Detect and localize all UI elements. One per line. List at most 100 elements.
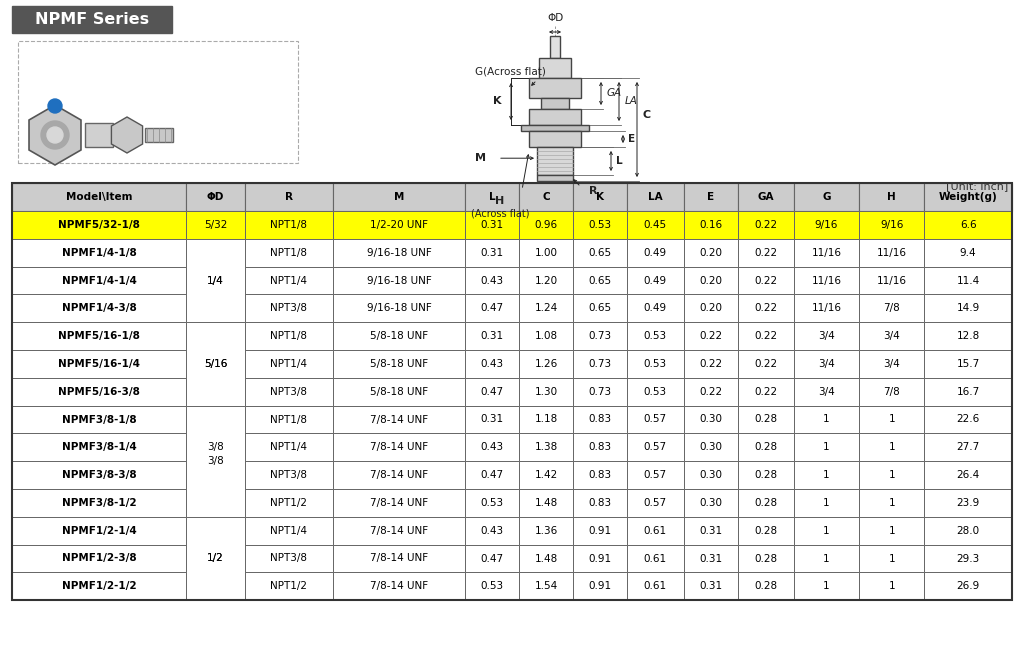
Text: 0.28: 0.28 xyxy=(754,526,777,535)
FancyBboxPatch shape xyxy=(794,545,859,573)
Text: (Across flat): (Across flat) xyxy=(471,208,529,218)
FancyBboxPatch shape xyxy=(529,78,581,98)
FancyBboxPatch shape xyxy=(925,350,1012,378)
Text: 0.20: 0.20 xyxy=(699,247,722,258)
Text: 23.9: 23.9 xyxy=(956,498,980,508)
FancyBboxPatch shape xyxy=(186,350,245,378)
Text: 0.22: 0.22 xyxy=(699,387,722,397)
Text: 1: 1 xyxy=(889,526,895,535)
FancyBboxPatch shape xyxy=(519,322,573,350)
FancyBboxPatch shape xyxy=(737,378,794,406)
Text: 12.8: 12.8 xyxy=(956,331,980,341)
FancyBboxPatch shape xyxy=(245,517,333,545)
FancyBboxPatch shape xyxy=(684,322,737,350)
Text: 3/4: 3/4 xyxy=(884,359,900,369)
Text: 1/2: 1/2 xyxy=(207,554,224,564)
Text: 0.22: 0.22 xyxy=(699,331,722,341)
FancyBboxPatch shape xyxy=(737,211,794,239)
FancyBboxPatch shape xyxy=(684,378,737,406)
FancyBboxPatch shape xyxy=(737,406,794,434)
Text: 11.4: 11.4 xyxy=(956,276,980,285)
Text: 0.53: 0.53 xyxy=(644,331,667,341)
Text: NPT3/8: NPT3/8 xyxy=(270,470,307,480)
Text: 9/16-18 UNF: 9/16-18 UNF xyxy=(367,276,431,285)
Text: NPT1/8: NPT1/8 xyxy=(270,220,307,230)
FancyBboxPatch shape xyxy=(859,211,925,239)
FancyBboxPatch shape xyxy=(684,434,737,461)
Text: 7/8-14 UNF: 7/8-14 UNF xyxy=(370,581,428,592)
Text: 0.49: 0.49 xyxy=(644,247,667,258)
FancyBboxPatch shape xyxy=(925,517,1012,545)
FancyBboxPatch shape xyxy=(684,489,737,517)
Text: NPMF3/8-1/2: NPMF3/8-1/2 xyxy=(61,498,136,508)
Text: 0.28: 0.28 xyxy=(754,581,777,592)
Text: 3/4: 3/4 xyxy=(884,331,900,341)
FancyBboxPatch shape xyxy=(628,406,684,434)
Text: L: L xyxy=(489,192,496,202)
FancyBboxPatch shape xyxy=(333,295,465,322)
FancyBboxPatch shape xyxy=(519,350,573,378)
FancyBboxPatch shape xyxy=(925,461,1012,489)
Text: 3/8: 3/8 xyxy=(207,456,224,466)
Text: 1.18: 1.18 xyxy=(535,415,558,424)
FancyBboxPatch shape xyxy=(794,183,859,211)
Text: NPT1/4: NPT1/4 xyxy=(270,359,307,369)
FancyBboxPatch shape xyxy=(465,406,519,434)
FancyBboxPatch shape xyxy=(333,434,465,461)
FancyBboxPatch shape xyxy=(737,239,794,266)
FancyBboxPatch shape xyxy=(12,461,186,489)
FancyBboxPatch shape xyxy=(465,489,519,517)
Text: 0.96: 0.96 xyxy=(535,220,558,230)
Text: 28.0: 28.0 xyxy=(956,526,980,535)
FancyBboxPatch shape xyxy=(737,322,794,350)
Text: 1.38: 1.38 xyxy=(535,442,558,453)
Text: Weight(g): Weight(g) xyxy=(939,192,997,202)
Text: 0.28: 0.28 xyxy=(754,554,777,564)
Text: 0.47: 0.47 xyxy=(480,387,504,397)
Text: 9/16-18 UNF: 9/16-18 UNF xyxy=(367,303,431,313)
FancyBboxPatch shape xyxy=(737,266,794,295)
Text: 1/2-20 UNF: 1/2-20 UNF xyxy=(370,220,428,230)
Text: 3/4: 3/4 xyxy=(818,387,835,397)
Text: 0.31: 0.31 xyxy=(699,554,722,564)
Text: NPMF1/4-1/8: NPMF1/4-1/8 xyxy=(61,247,136,258)
FancyBboxPatch shape xyxy=(186,461,245,489)
FancyBboxPatch shape xyxy=(859,378,925,406)
FancyBboxPatch shape xyxy=(12,517,186,545)
Text: H: H xyxy=(496,196,505,206)
FancyBboxPatch shape xyxy=(925,378,1012,406)
Text: R: R xyxy=(589,186,597,196)
Text: 0.91: 0.91 xyxy=(589,581,612,592)
FancyBboxPatch shape xyxy=(859,266,925,295)
Text: 0.22: 0.22 xyxy=(754,359,777,369)
Text: 0.83: 0.83 xyxy=(589,442,612,453)
Text: 0.45: 0.45 xyxy=(644,220,667,230)
FancyBboxPatch shape xyxy=(794,322,859,350)
FancyBboxPatch shape xyxy=(737,183,794,211)
FancyBboxPatch shape xyxy=(12,406,186,434)
FancyBboxPatch shape xyxy=(186,322,245,406)
Text: 1.00: 1.00 xyxy=(535,247,558,258)
Text: 0.22: 0.22 xyxy=(754,220,777,230)
FancyBboxPatch shape xyxy=(859,517,925,545)
Text: 0.43: 0.43 xyxy=(480,526,504,535)
Text: 1: 1 xyxy=(889,442,895,453)
FancyBboxPatch shape xyxy=(333,545,465,573)
Text: 15.7: 15.7 xyxy=(956,359,980,369)
Text: 27.7: 27.7 xyxy=(956,442,980,453)
FancyBboxPatch shape xyxy=(465,295,519,322)
FancyBboxPatch shape xyxy=(333,573,465,600)
FancyBboxPatch shape xyxy=(519,573,573,600)
FancyBboxPatch shape xyxy=(684,183,737,211)
FancyBboxPatch shape xyxy=(12,489,186,517)
Text: 7/8-14 UNF: 7/8-14 UNF xyxy=(370,442,428,453)
FancyBboxPatch shape xyxy=(550,36,560,58)
FancyBboxPatch shape xyxy=(737,295,794,322)
Text: 1.48: 1.48 xyxy=(535,554,558,564)
FancyBboxPatch shape xyxy=(12,378,186,406)
FancyBboxPatch shape xyxy=(573,573,628,600)
FancyBboxPatch shape xyxy=(684,266,737,295)
Text: 9/16-18 UNF: 9/16-18 UNF xyxy=(367,247,431,258)
Text: 0.28: 0.28 xyxy=(754,442,777,453)
FancyBboxPatch shape xyxy=(333,322,465,350)
